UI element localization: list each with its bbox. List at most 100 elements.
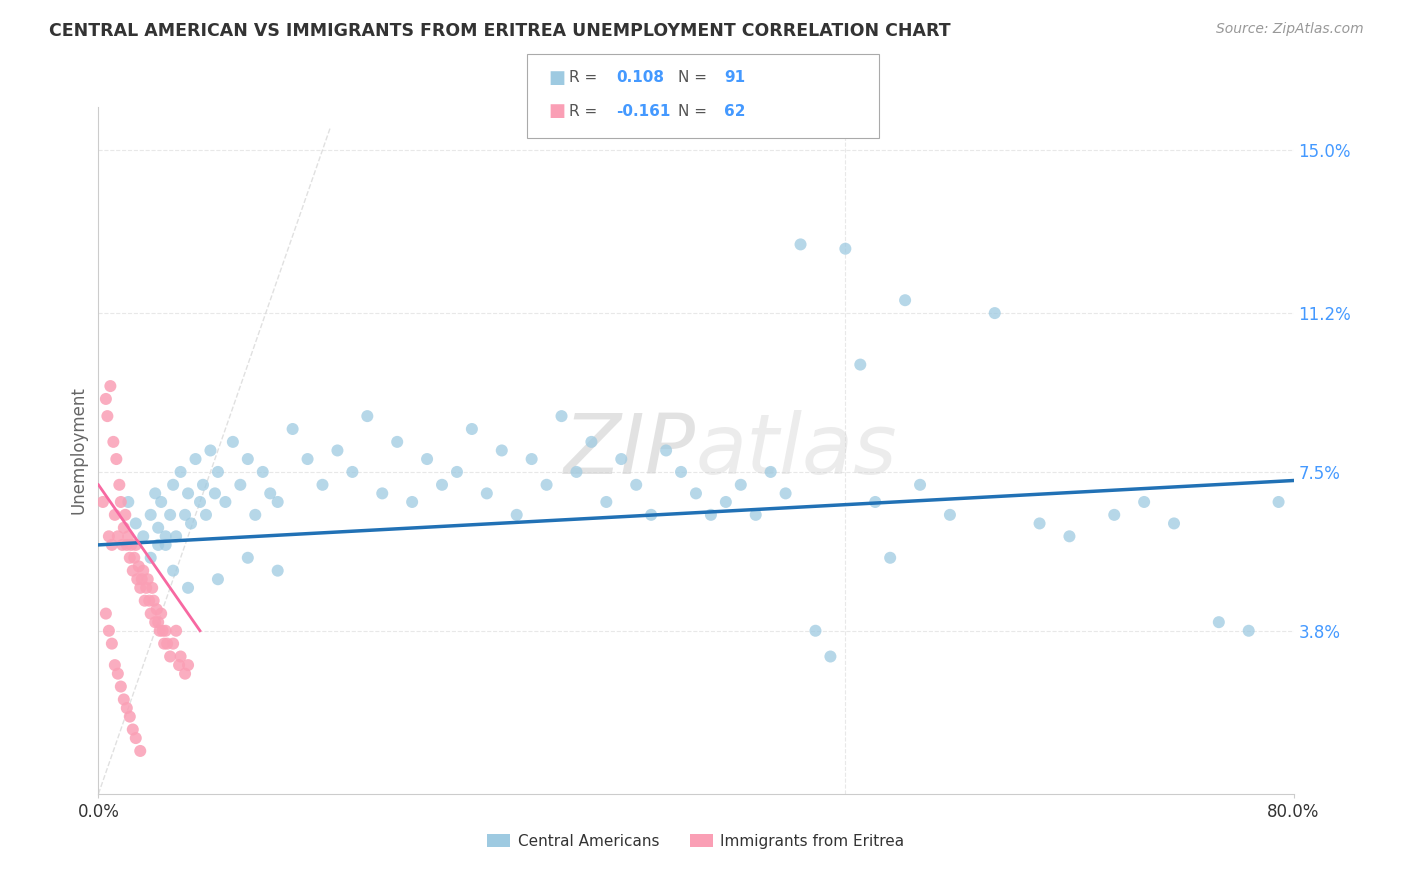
Point [775,486,797,500]
Point [124,550,146,565]
Point [169,649,191,664]
Point [94,607,117,621]
Point [165,529,187,543]
Point [104,508,127,522]
Point [149,624,172,638]
Point [105,452,128,467]
Point [174,508,197,522]
Point [640,508,662,522]
Point [150,495,173,509]
Point [132,529,155,543]
Point [152,624,174,638]
Point [1028,516,1050,531]
Point [112,521,135,535]
Point [97,529,120,543]
Point [115,538,138,552]
Point [117,529,139,543]
Point [1104,508,1126,522]
Point [1237,624,1260,638]
Point [136,572,159,586]
Point [159,508,181,522]
Point [610,452,633,467]
Point [177,581,200,595]
Point [120,538,142,552]
Point [820,649,842,664]
Point [894,293,917,308]
Point [91,495,114,509]
Point [177,658,200,673]
Text: R =: R = [569,70,603,85]
Point [143,615,166,630]
Text: Source: ZipAtlas.com: Source: ZipAtlas.com [1216,22,1364,37]
Point [129,581,152,595]
Point [685,486,707,500]
Point [162,564,184,578]
Point [865,495,887,509]
Point [371,486,394,500]
Point [139,607,162,621]
Text: 91: 91 [724,70,745,85]
Point [125,516,148,531]
Point [127,572,149,586]
Point [125,731,148,745]
Point [581,434,603,449]
Point [148,521,170,535]
Point [342,465,364,479]
Point [461,422,484,436]
Point [1163,516,1185,531]
Point [117,495,139,509]
Point [655,443,678,458]
Point [195,508,218,522]
Text: ZIP: ZIP [564,410,696,491]
Text: N =: N = [678,70,711,85]
Point [506,508,529,522]
Point [156,637,179,651]
Point [356,409,378,424]
Point [626,478,648,492]
Text: ■: ■ [548,69,565,87]
Point [281,422,304,436]
Point [101,637,124,651]
Point [191,478,214,492]
Point [128,559,150,574]
Point [131,572,153,586]
Point [139,508,162,522]
Point [184,452,207,467]
Point [98,379,122,393]
Point [700,508,723,522]
Point [111,538,134,552]
Point [139,550,162,565]
Point [229,478,252,492]
Point [669,465,692,479]
Point [135,581,157,595]
Point [121,564,143,578]
Point [155,529,177,543]
Point [177,486,200,500]
Point [159,649,181,664]
Point [125,538,148,552]
Point [430,478,453,492]
Point [96,409,118,424]
Point [110,680,132,694]
Point [214,495,236,509]
Point [385,434,409,449]
Point [879,550,901,565]
Text: -0.161: -0.161 [616,104,671,119]
Point [326,443,349,458]
Point [103,434,125,449]
Point [121,723,143,737]
Point [169,465,191,479]
Point [939,508,962,522]
Point [401,495,423,509]
Y-axis label: Unemployment: Unemployment [69,386,87,515]
Point [118,550,141,565]
Point [267,564,290,578]
Point [150,607,173,621]
Text: N =: N = [678,104,711,119]
Point [759,465,782,479]
Text: ■: ■ [548,103,565,120]
Point [730,478,752,492]
Text: 62: 62 [724,104,745,119]
Point [745,508,768,522]
Point [134,593,156,607]
